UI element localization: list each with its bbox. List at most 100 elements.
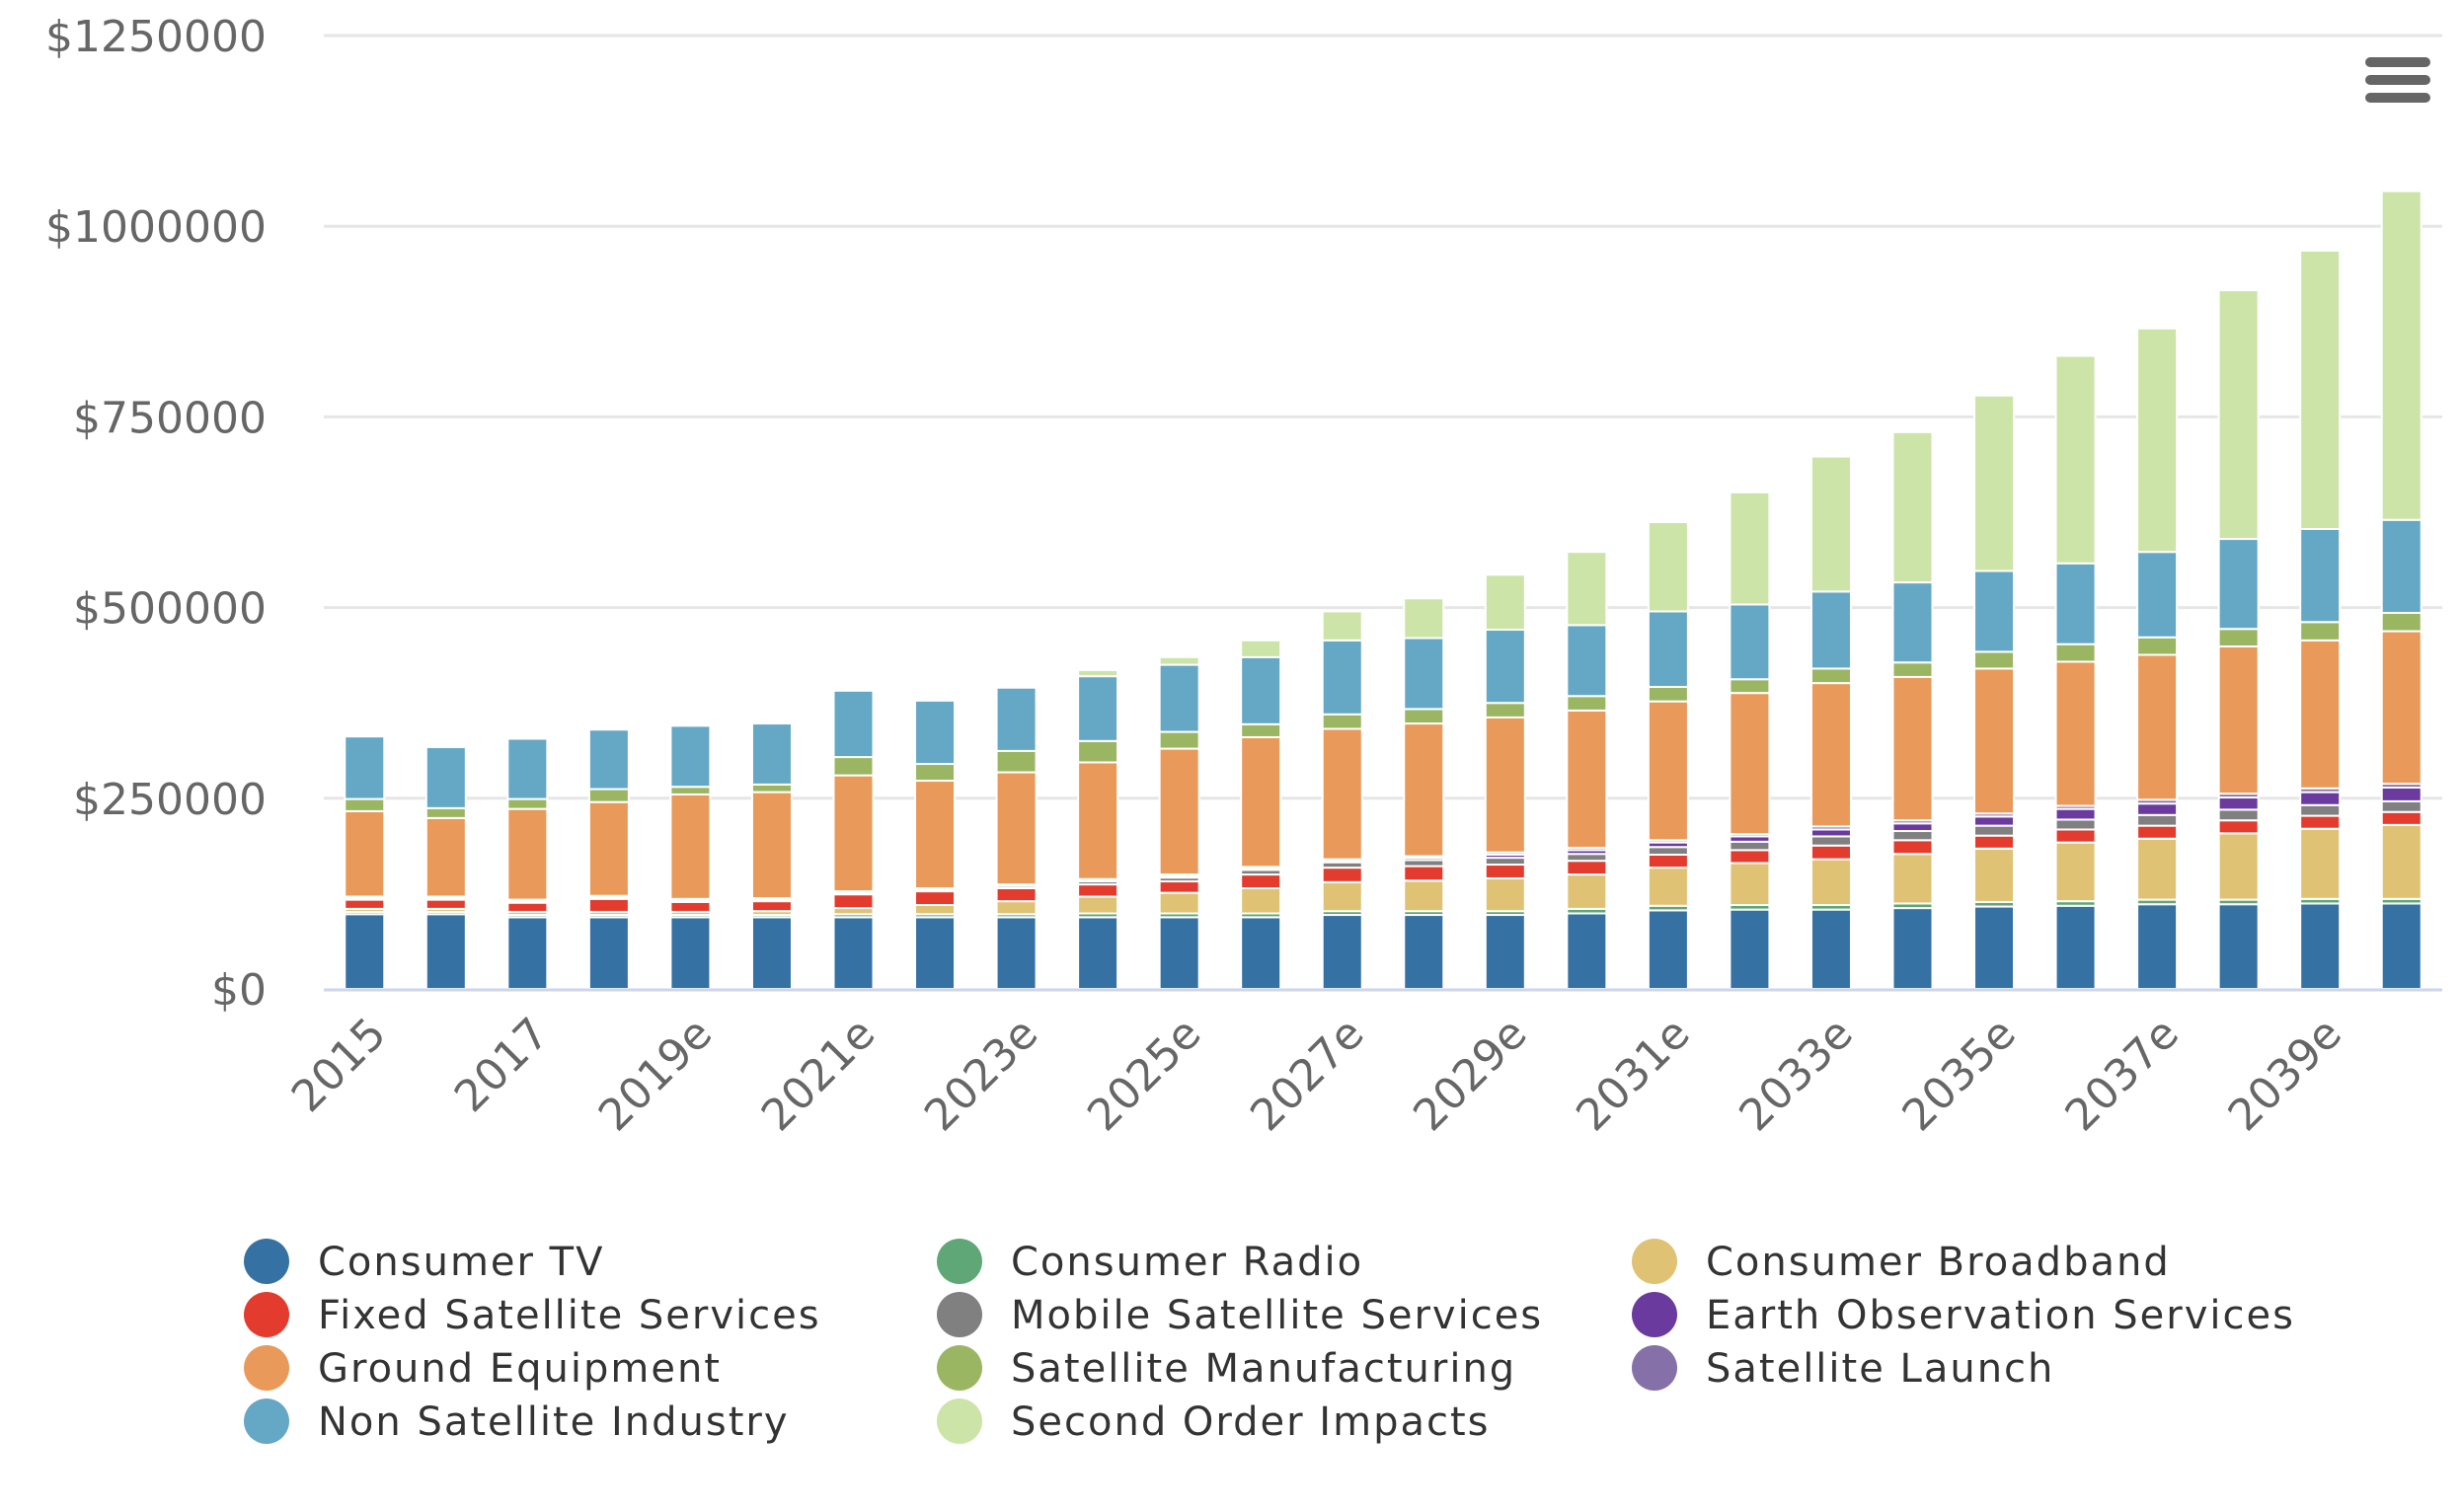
bar-segment[interactable] [1321,610,1363,642]
bar-stack[interactable] [914,699,957,991]
legend-item[interactable]: Consumer Broadband [1632,1239,2171,1285]
bar-segment[interactable] [1484,864,1526,879]
bar-segment[interactable] [1240,655,1282,725]
bar-segment[interactable] [1403,637,1445,711]
bar-segment[interactable] [995,900,1038,916]
bar-segment[interactable] [1973,834,2016,850]
bar-stack[interactable] [2380,189,2423,991]
hamburger-menu-icon[interactable] [2359,39,2430,113]
bar-segment[interactable] [506,916,549,991]
bar-segment[interactable] [2299,803,2342,817]
bar-segment[interactable] [424,806,467,819]
bar-stack[interactable] [832,689,875,991]
bar-segment[interactable] [506,901,549,913]
legend-item[interactable]: Mobile Satellite Services [937,1292,1543,1338]
bar-segment[interactable] [1647,867,1689,907]
bar-segment[interactable] [1403,722,1445,858]
bar-segment[interactable] [2136,813,2179,827]
bar-segment[interactable] [1647,610,1689,688]
bar-segment[interactable] [995,749,1038,774]
bar-segment[interactable] [2299,902,2342,991]
bar-segment[interactable] [1158,747,1200,876]
bar-segment[interactable] [1240,886,1282,915]
bar-segment[interactable] [1891,839,1934,856]
bar-segment[interactable] [2217,796,2260,811]
bar-segment[interactable] [1484,857,1526,867]
bar-segment[interactable] [1729,603,1771,681]
bar-stack[interactable] [2299,249,2342,991]
bar-segment[interactable] [1566,624,1608,698]
bar-stack[interactable] [587,728,630,991]
bar-segment[interactable] [1729,862,1771,906]
bar-segment[interactable] [344,735,386,800]
bar-segment[interactable] [2054,660,2097,807]
bar-segment[interactable] [1809,858,1852,906]
legend-item[interactable]: Consumer Radio [937,1239,1363,1285]
bar-segment[interactable] [914,763,957,783]
bar-stack[interactable] [1240,639,1282,991]
bar-segment[interactable] [424,913,467,991]
bar-segment[interactable] [1809,455,1852,593]
bar-segment[interactable] [1729,908,1771,990]
bar-segment[interactable] [832,774,875,893]
bar-segment[interactable] [914,780,957,889]
bar-segment[interactable] [1729,840,1771,852]
bar-segment[interactable] [1729,491,1771,606]
bar-segment[interactable] [1566,709,1608,850]
bar-segment[interactable] [2136,837,2179,901]
bar-stack[interactable] [669,724,712,991]
bar-segment[interactable] [669,900,712,913]
bar-segment[interactable] [2054,643,2097,663]
bar-segment[interactable] [1484,573,1526,632]
bar-segment[interactable] [1240,873,1282,889]
legend-item[interactable]: Earth Observation Services [1632,1292,2295,1338]
bar-segment[interactable] [1973,815,2016,827]
bar-segment[interactable] [1647,909,1689,991]
bar-stack[interactable] [1891,430,1934,990]
bar-segment[interactable] [2136,551,2179,639]
bar-segment[interactable] [995,916,1038,991]
bar-stack[interactable] [750,722,793,991]
bar-segment[interactable] [1891,822,1934,833]
bar-segment[interactable] [1891,581,1934,664]
bar-segment[interactable] [1321,639,1363,716]
bar-segment[interactable] [587,728,630,791]
bar-segment[interactable] [1403,708,1445,725]
bar-segment[interactable] [2054,818,2097,831]
bar-segment[interactable] [1484,702,1526,718]
bar-segment[interactable] [1484,914,1526,990]
bar-segment[interactable] [2380,518,2423,615]
bar-stack[interactable] [424,746,467,991]
bar-segment[interactable] [2299,621,2342,642]
bar-segment[interactable] [2054,807,2097,821]
bar-segment[interactable] [1566,551,1608,627]
bar-segment[interactable] [750,916,793,991]
bar-segment[interactable] [344,913,386,991]
bar-segment[interactable] [1240,735,1282,869]
bar-segment[interactable] [2380,902,2423,991]
bar-segment[interactable] [1484,716,1526,854]
bar-segment[interactable] [2136,636,2179,656]
bar-segment[interactable] [424,816,467,898]
bar-segment[interactable] [2299,639,2342,790]
bar-segment[interactable] [2054,562,2097,645]
bar-segment[interactable] [1158,663,1200,733]
bar-segment[interactable] [1484,876,1526,913]
bar-segment[interactable] [1158,655,1200,666]
bar-segment[interactable] [1647,853,1689,869]
bar-stack[interactable] [506,737,549,991]
bar-stack[interactable] [1484,573,1526,990]
bar-segment[interactable] [2299,249,2342,531]
bar-segment[interactable] [1973,650,2016,670]
bar-segment[interactable] [2054,841,2097,903]
bar-segment[interactable] [832,893,875,910]
bar-segment[interactable] [750,791,793,900]
legend-item[interactable]: Satellite Manufacturing [937,1345,1516,1392]
bar-segment[interactable] [1809,590,1852,670]
bar-segment[interactable] [995,886,1038,903]
bar-segment[interactable] [2299,528,2342,624]
bar-segment[interactable] [2217,628,2260,648]
bar-segment[interactable] [1077,668,1119,678]
bar-segment[interactable] [1809,682,1852,828]
bar-stack[interactable] [2054,354,2097,990]
